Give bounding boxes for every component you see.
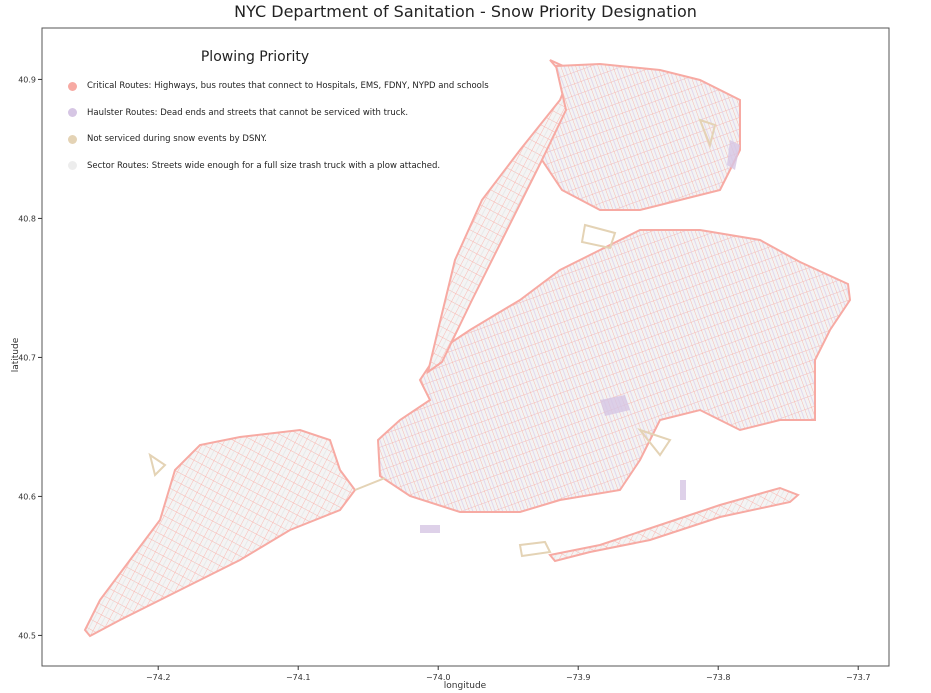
legend-entry: Not serviced during snow events by DSNY. (68, 134, 267, 144)
y-axis-label: latitude (11, 337, 21, 372)
rockaway-shape (548, 486, 800, 563)
x-tick-label: −74.1 (286, 673, 311, 682)
y-tick-label: 40.8 (18, 214, 36, 223)
x-tick-label: −73.9 (566, 673, 591, 682)
chart-title: NYC Department of Sanitation - Snow Prio… (234, 2, 697, 21)
unserviced-park-areas (148, 118, 717, 558)
legend-label: Sector Routes: Streets wide enough for a… (87, 160, 441, 171)
x-tick-label: −73.7 (846, 673, 871, 682)
legend-entry: Haulster Routes: Dead ends and streets t… (68, 108, 408, 118)
x-tick-label: −74.2 (146, 673, 171, 682)
legend-label: Haulster Routes: Dead ends and streets t… (87, 107, 409, 118)
legend-marker (68, 81, 77, 91)
x-tick-label: −74.0 (426, 673, 451, 682)
x-axis-label: longitude (444, 681, 487, 691)
legend-label: Not serviced during snow events by DSNY. (87, 134, 267, 144)
y-tick-label: 40.6 (18, 492, 36, 501)
brooklyn-queens-shape (376, 229, 852, 513)
y-tick-label: 40.7 (18, 353, 36, 362)
legend-marker (68, 108, 77, 117)
y-tick-label: 40.5 (18, 631, 36, 640)
y-tick-label: 40.9 (18, 75, 36, 84)
legend-marker (68, 134, 77, 144)
legend-title: Plowing Priority (200, 49, 310, 65)
staten-island-shape (83, 428, 357, 638)
bronx-shape (540, 62, 741, 211)
x-tick-label: −73.8 (706, 673, 731, 682)
legend-marker (68, 161, 77, 170)
legend-entry: Critical Routes: Highways, bus routes th… (68, 81, 489, 91)
borough-map (83, 59, 852, 638)
legend-entry: Sector Routes: Streets wide enough for a… (68, 161, 440, 171)
verrazzano-link (354, 477, 386, 491)
legend-label: Critical Routes: Highways, bus routes th… (87, 81, 489, 91)
